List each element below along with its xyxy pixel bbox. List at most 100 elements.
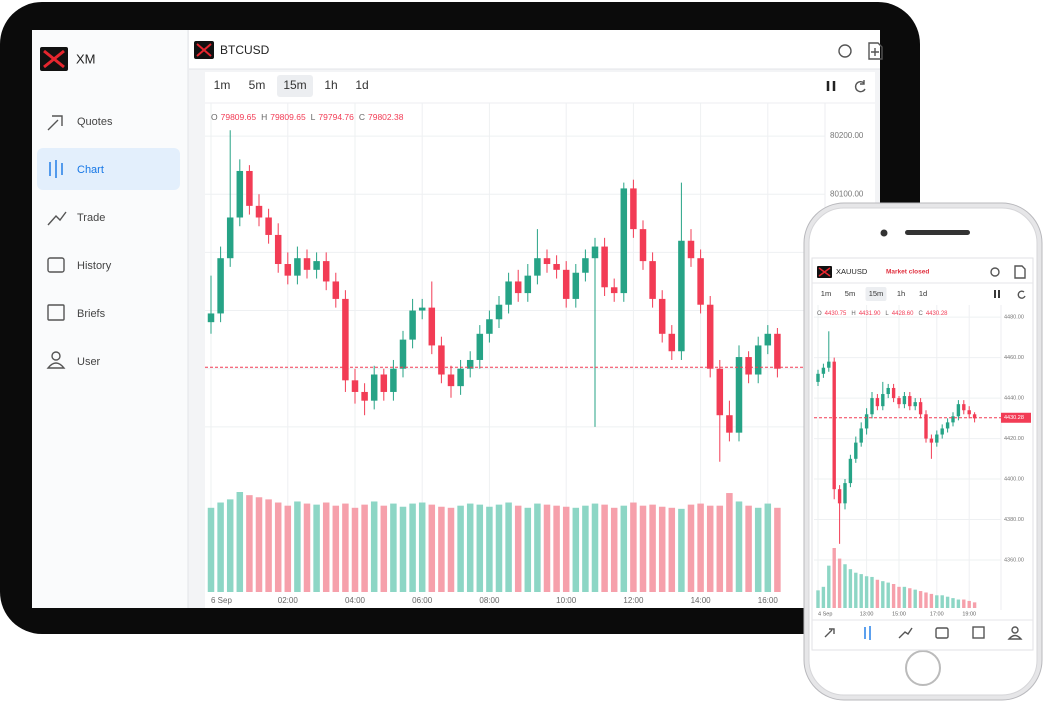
volume-bar bbox=[524, 507, 532, 592]
timeframe[interactable]: 1m bbox=[821, 289, 831, 298]
x-tick-label: 08:00 bbox=[479, 596, 500, 605]
timeframe[interactable]: 15m bbox=[869, 289, 884, 298]
candle-body bbox=[687, 240, 695, 259]
symbol[interactable]: BTCUSD bbox=[220, 43, 270, 57]
timeframe[interactable]: 15m bbox=[283, 78, 306, 92]
home-button[interactable] bbox=[905, 650, 941, 686]
header bbox=[189, 30, 880, 69]
phone-icon-exchange[interactable] bbox=[990, 267, 1000, 277]
candle-body bbox=[630, 188, 637, 230]
candle-body bbox=[303, 258, 311, 270]
icon-history bbox=[47, 257, 65, 273]
volume-bar bbox=[658, 506, 666, 592]
candle-body bbox=[706, 304, 714, 369]
candle-body bbox=[543, 258, 551, 265]
timeframe[interactable]: 5m bbox=[845, 289, 855, 298]
nav-chart[interactable] bbox=[864, 626, 871, 640]
icon-refresh[interactable] bbox=[854, 80, 866, 93]
phone-icon-chart-type[interactable] bbox=[994, 290, 1000, 298]
nav-quotes[interactable] bbox=[824, 628, 835, 638]
candle-body bbox=[726, 415, 733, 433]
volume-bar bbox=[678, 508, 685, 592]
phone-icon-new[interactable] bbox=[1014, 265, 1026, 279]
y-tick-label: 4360.00 bbox=[1004, 557, 1024, 563]
candle-body bbox=[816, 373, 820, 382]
phone-symbol[interactable]: XAUUSD bbox=[836, 267, 868, 276]
candle-body bbox=[639, 229, 647, 262]
candle-body bbox=[534, 258, 541, 276]
volume-bar bbox=[951, 598, 955, 608]
volume-bar bbox=[897, 586, 901, 608]
volume-bar bbox=[610, 507, 618, 592]
nav-history[interactable] bbox=[935, 627, 949, 639]
nav-user[interactable] bbox=[1011, 626, 1019, 634]
phone-icon-refresh[interactable] bbox=[1017, 290, 1026, 299]
menu-item[interactable]: Briefs bbox=[77, 308, 106, 320]
nav-trade[interactable] bbox=[898, 627, 913, 639]
candle-body bbox=[658, 298, 666, 334]
volume-bar bbox=[848, 569, 853, 608]
volume-bar bbox=[294, 501, 301, 592]
volume-bar bbox=[313, 504, 320, 592]
volume-bar bbox=[303, 503, 311, 592]
volume-bar bbox=[754, 507, 762, 592]
menu-item[interactable]: Chart bbox=[77, 164, 104, 176]
volume-bar bbox=[891, 584, 896, 608]
ohlc-key: L bbox=[885, 311, 889, 317]
candle-body bbox=[466, 359, 474, 369]
volume-bar bbox=[918, 591, 923, 608]
volume-bar bbox=[774, 507, 781, 592]
candle-body bbox=[924, 414, 928, 439]
volume-bar bbox=[630, 502, 637, 592]
candle-body bbox=[837, 489, 842, 504]
icon-new-order[interactable] bbox=[868, 42, 883, 60]
y-tick-label: 4440.00 bbox=[1004, 396, 1024, 402]
candle-body bbox=[886, 387, 890, 395]
volume-bar bbox=[875, 579, 880, 608]
candle-body bbox=[524, 275, 532, 294]
menu: Quotes Chart Trade History Briefs User bbox=[77, 116, 113, 368]
candle-body bbox=[935, 434, 939, 443]
candle-body bbox=[913, 402, 917, 407]
brand: XM bbox=[76, 51, 96, 66]
timeframe[interactable]: 5m bbox=[249, 78, 266, 92]
y-tick-label: 4420.00 bbox=[1004, 436, 1024, 442]
volume-bar bbox=[940, 595, 944, 608]
candle-body bbox=[332, 281, 340, 299]
menu-item[interactable]: History bbox=[77, 260, 112, 272]
nav-user-body[interactable] bbox=[1007, 634, 1023, 640]
menu-item[interactable]: User bbox=[77, 356, 101, 368]
timeframe[interactable]: 1d bbox=[355, 78, 368, 92]
candle-body bbox=[897, 398, 901, 405]
candle-body bbox=[255, 205, 263, 218]
volume-bar bbox=[881, 581, 885, 608]
market-status: Market closed bbox=[886, 269, 929, 276]
volume-bar bbox=[591, 503, 599, 592]
candle-body bbox=[505, 281, 512, 305]
volume-bar bbox=[908, 588, 912, 608]
icon-chart-type[interactable] bbox=[826, 81, 836, 91]
menu-item[interactable]: Quotes bbox=[77, 116, 113, 128]
candle-body bbox=[951, 416, 955, 423]
volume-bar bbox=[913, 589, 917, 608]
menu-item[interactable]: Trade bbox=[77, 212, 105, 224]
candle-body bbox=[562, 269, 570, 299]
timeframe[interactable]: 1d bbox=[919, 289, 927, 298]
candle-body bbox=[428, 307, 436, 346]
timeframe[interactable]: 1h bbox=[324, 78, 337, 92]
nav-briefs[interactable] bbox=[972, 626, 985, 639]
volume-bar bbox=[226, 499, 234, 592]
timeframe[interactable]: 1h bbox=[897, 289, 905, 298]
icon-exchange[interactable] bbox=[838, 44, 852, 58]
volume-bar bbox=[639, 505, 647, 592]
timeframe[interactable]: 1m bbox=[214, 78, 231, 92]
volume-bar bbox=[380, 505, 388, 592]
candle-body bbox=[956, 404, 961, 417]
price-tag-label: 4430.28 bbox=[1004, 415, 1024, 421]
candle-body bbox=[284, 264, 292, 276]
candle-body bbox=[572, 272, 580, 299]
ohlc-key: H bbox=[851, 311, 855, 317]
candle-body bbox=[870, 398, 874, 415]
volume-bar bbox=[859, 574, 863, 608]
candle-body bbox=[582, 258, 589, 273]
